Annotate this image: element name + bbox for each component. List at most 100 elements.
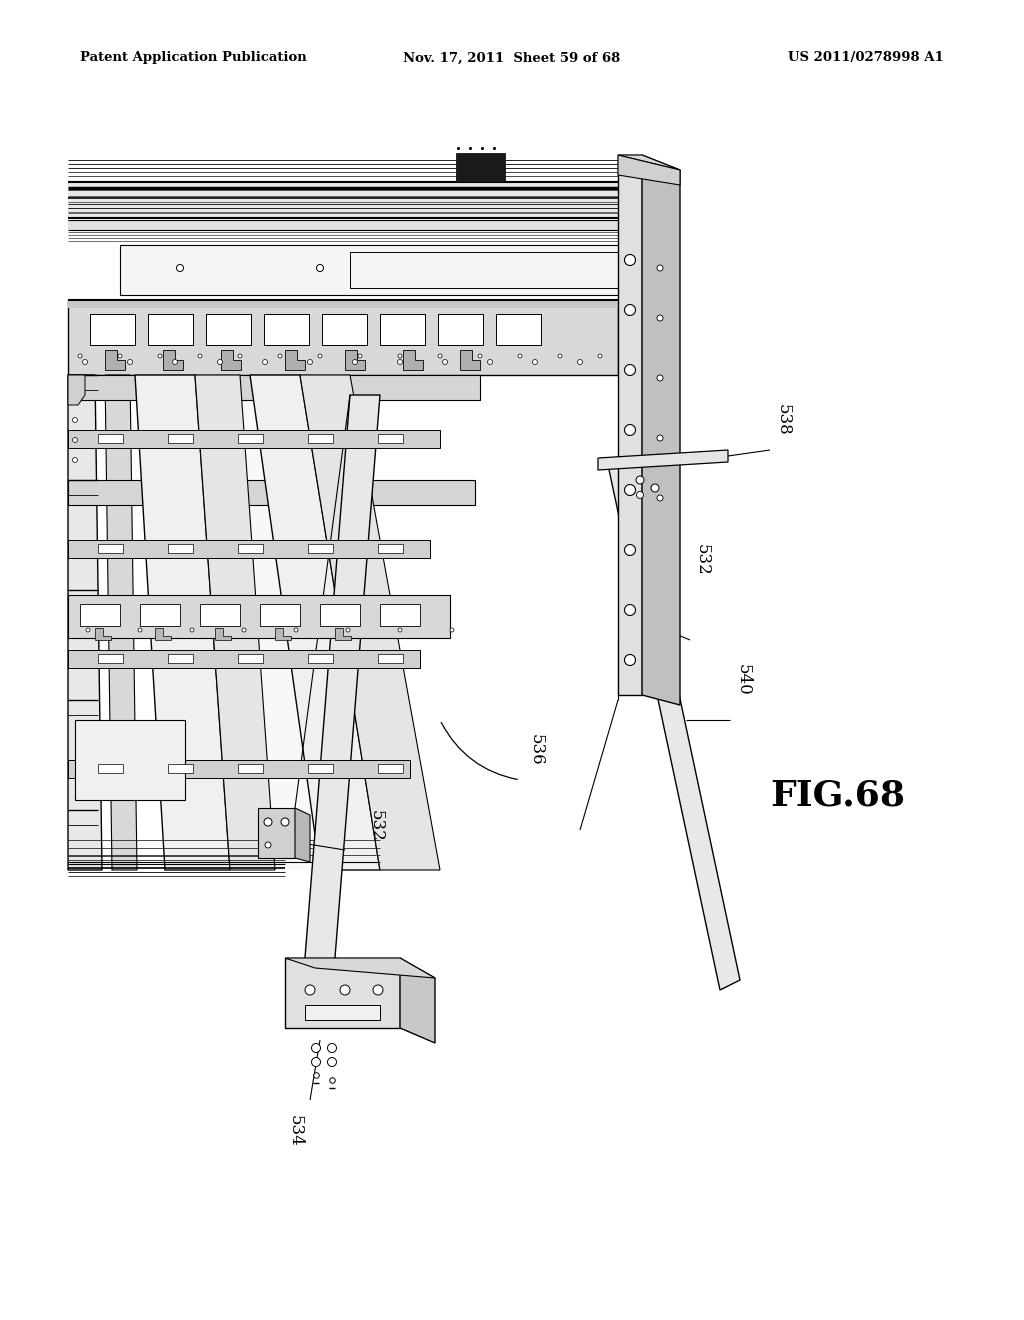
Polygon shape (68, 375, 85, 405)
Polygon shape (460, 350, 480, 370)
Polygon shape (168, 544, 193, 553)
Circle shape (598, 354, 602, 358)
Polygon shape (618, 154, 680, 170)
Polygon shape (285, 958, 435, 978)
Circle shape (242, 628, 246, 632)
Polygon shape (75, 719, 185, 800)
Text: 532: 532 (368, 810, 385, 842)
Circle shape (352, 359, 357, 364)
Polygon shape (300, 395, 380, 1020)
Circle shape (651, 484, 659, 492)
Circle shape (238, 354, 242, 358)
Polygon shape (238, 764, 263, 774)
Polygon shape (335, 628, 351, 640)
Polygon shape (285, 350, 305, 370)
Polygon shape (618, 154, 642, 696)
Polygon shape (400, 958, 435, 1043)
Circle shape (78, 354, 82, 358)
Polygon shape (308, 653, 333, 663)
Text: Patent Application Publication: Patent Application Publication (80, 51, 307, 65)
Circle shape (637, 491, 643, 499)
Polygon shape (68, 649, 420, 668)
Circle shape (311, 1057, 321, 1067)
Polygon shape (68, 220, 640, 230)
Circle shape (190, 628, 194, 632)
Polygon shape (168, 764, 193, 774)
Circle shape (625, 544, 636, 556)
Polygon shape (163, 350, 183, 370)
Polygon shape (258, 808, 295, 858)
Polygon shape (120, 246, 640, 294)
Text: 538: 538 (775, 404, 792, 436)
Polygon shape (238, 434, 263, 444)
Polygon shape (618, 154, 680, 185)
Polygon shape (308, 544, 333, 553)
Polygon shape (378, 764, 403, 774)
Circle shape (478, 354, 482, 358)
Text: 532: 532 (694, 544, 711, 576)
Polygon shape (608, 455, 740, 990)
Text: US 2011/0278998 A1: US 2011/0278998 A1 (788, 51, 944, 65)
Polygon shape (168, 434, 193, 444)
Polygon shape (68, 430, 440, 447)
Polygon shape (90, 314, 135, 345)
Polygon shape (598, 450, 728, 470)
Polygon shape (148, 314, 193, 345)
Circle shape (118, 354, 122, 358)
Text: 540: 540 (735, 664, 752, 696)
Polygon shape (105, 375, 137, 870)
Polygon shape (98, 434, 123, 444)
Polygon shape (98, 764, 123, 774)
Circle shape (636, 477, 644, 484)
Circle shape (450, 628, 454, 632)
Circle shape (625, 655, 636, 665)
Polygon shape (380, 314, 425, 345)
Circle shape (657, 265, 663, 271)
Circle shape (262, 359, 267, 364)
Polygon shape (206, 314, 251, 345)
Polygon shape (98, 653, 123, 663)
Circle shape (217, 359, 222, 364)
Circle shape (438, 354, 442, 358)
Circle shape (281, 818, 289, 826)
Circle shape (657, 436, 663, 441)
Polygon shape (250, 375, 380, 870)
Polygon shape (403, 350, 423, 370)
Circle shape (328, 1044, 337, 1052)
Circle shape (398, 628, 402, 632)
Circle shape (358, 354, 362, 358)
Text: Nov. 17, 2011  Sheet 59 of 68: Nov. 17, 2011 Sheet 59 of 68 (403, 51, 621, 65)
Polygon shape (345, 350, 365, 370)
Polygon shape (260, 605, 300, 626)
Circle shape (625, 255, 636, 265)
Circle shape (442, 359, 447, 364)
Polygon shape (68, 480, 475, 506)
Circle shape (397, 359, 402, 364)
Circle shape (73, 437, 78, 442)
Circle shape (307, 359, 312, 364)
Polygon shape (642, 154, 680, 705)
Polygon shape (496, 314, 541, 345)
Polygon shape (456, 153, 505, 182)
Polygon shape (378, 544, 403, 553)
Polygon shape (68, 760, 410, 777)
Circle shape (657, 315, 663, 321)
Circle shape (373, 985, 383, 995)
Polygon shape (308, 764, 333, 774)
Circle shape (305, 985, 315, 995)
Polygon shape (105, 350, 125, 370)
Polygon shape (68, 300, 618, 375)
Circle shape (625, 425, 636, 436)
Circle shape (172, 359, 177, 364)
Circle shape (625, 305, 636, 315)
Polygon shape (195, 375, 380, 870)
Circle shape (558, 354, 562, 358)
Polygon shape (378, 653, 403, 663)
Circle shape (487, 359, 493, 364)
Circle shape (532, 359, 538, 364)
Circle shape (73, 458, 78, 462)
Circle shape (138, 628, 142, 632)
Polygon shape (68, 182, 640, 218)
Polygon shape (68, 375, 102, 870)
Circle shape (328, 1057, 337, 1067)
